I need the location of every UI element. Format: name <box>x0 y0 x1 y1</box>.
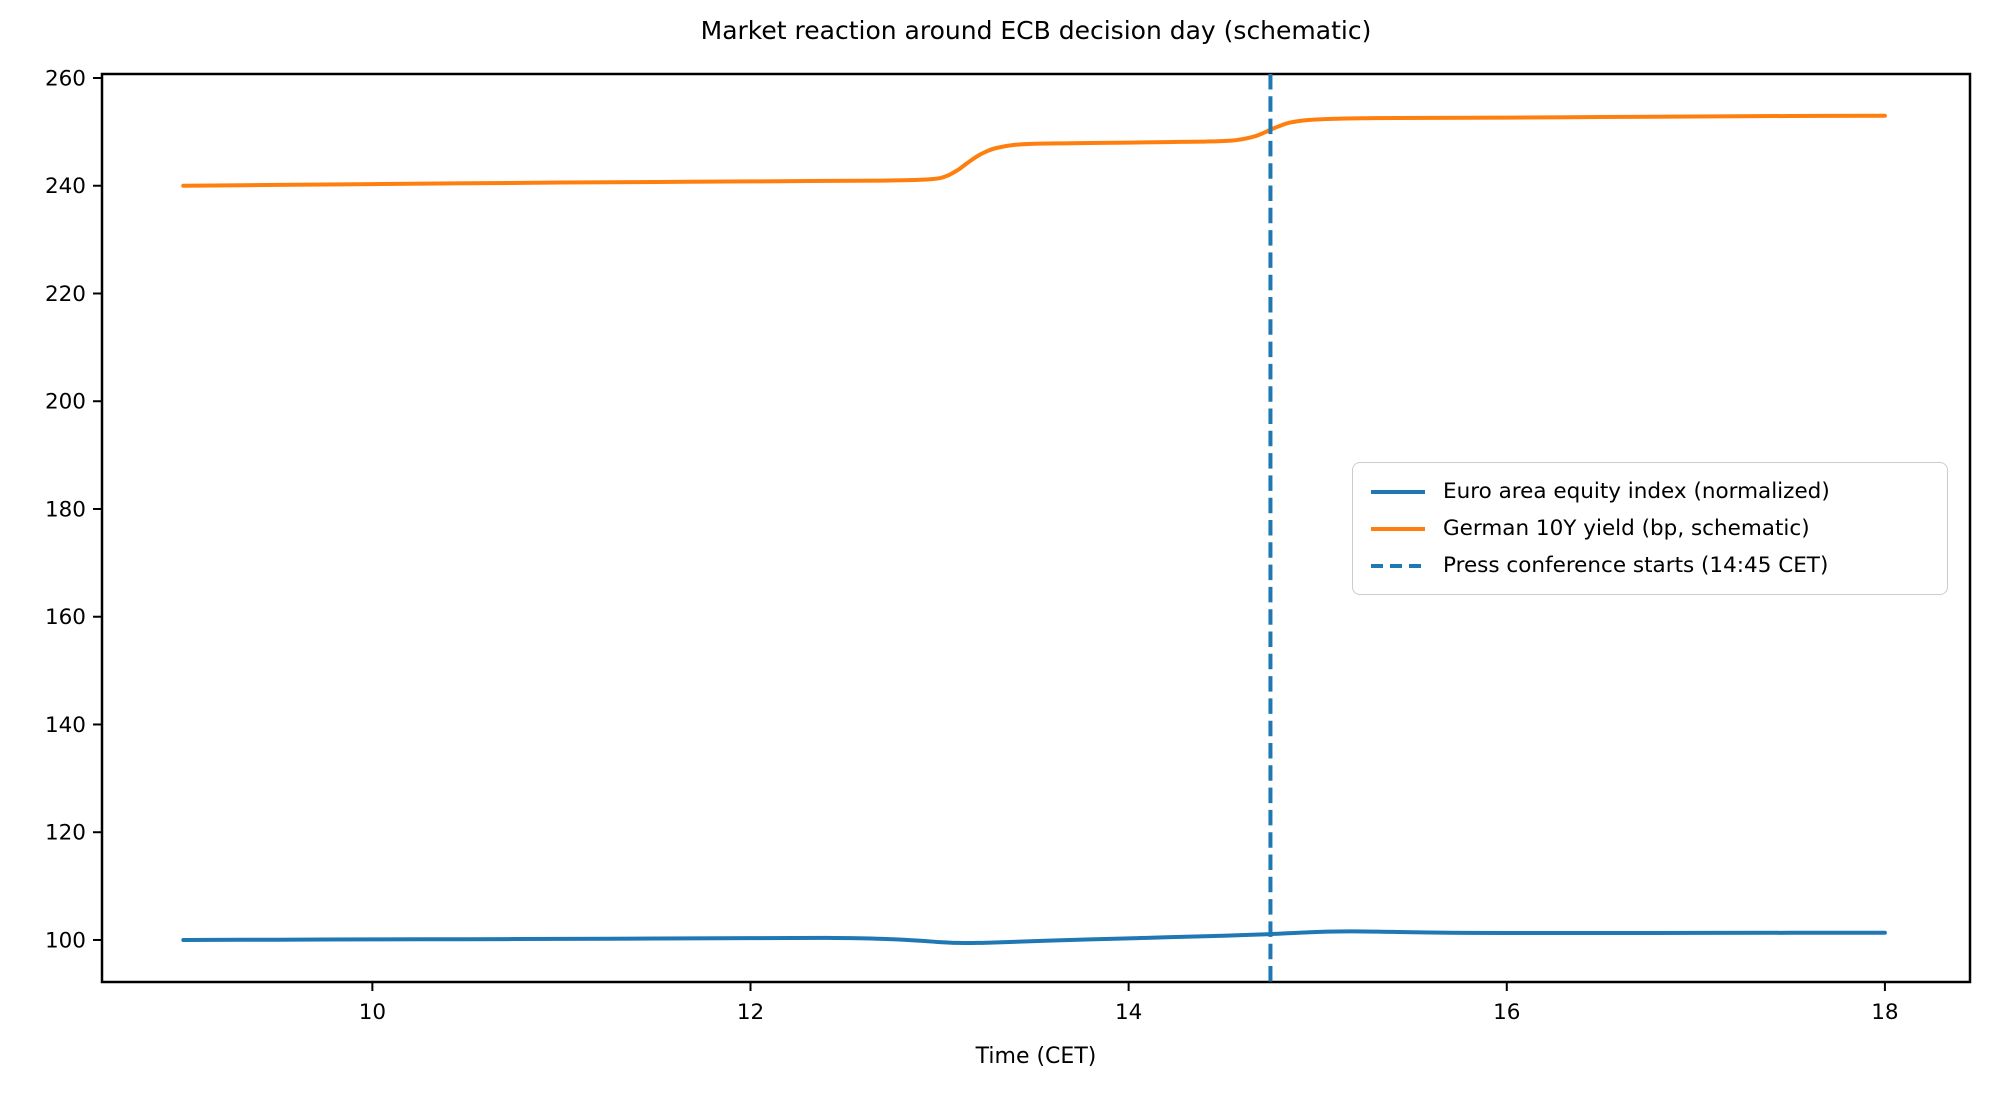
x-axis-label: Time (CET) <box>975 1044 1097 1069</box>
y-tick-label: 220 <box>45 282 86 307</box>
x-tick-label: 16 <box>1493 1000 1520 1025</box>
x-axis-ticks: 10 12 14 16 18 <box>359 982 1899 1025</box>
series-lines <box>181 113 1887 946</box>
y-tick-label: 240 <box>45 174 86 199</box>
legend-label-press-conference: Press conference starts (14:45 CET) <box>1443 553 1829 578</box>
axes-frame <box>100 72 1972 984</box>
x-tick-label: 14 <box>1115 1000 1142 1025</box>
series-line-1 <box>181 113 1887 188</box>
legend-label-equity: Euro area equity index (normalized) <box>1443 479 1830 504</box>
y-axis-ticks: 100 120 140 160 180 200 220 240 260 <box>45 66 102 953</box>
x-tick-label: 18 <box>1871 1000 1898 1025</box>
y-tick-label: 260 <box>45 66 86 91</box>
dashed-line-icon <box>1371 563 1425 568</box>
y-tick-label: 160 <box>45 605 86 630</box>
y-tick-label: 200 <box>45 390 86 415</box>
legend-entry-press-conference: Press conference starts (14:45 CET) <box>1369 553 1939 578</box>
y-tick-label: 140 <box>45 713 86 738</box>
legend-label-yield: German 10Y yield (bp, schematic) <box>1443 516 1810 541</box>
y-tick-label: 100 <box>45 928 86 953</box>
chart-title: Market reaction around ECB decision day … <box>700 16 1372 45</box>
series-line-0 <box>181 929 1887 946</box>
legend-entry-yield: German 10Y yield (bp, schematic) <box>1369 516 1939 541</box>
x-tick-label: 12 <box>737 1000 764 1025</box>
legend-entry-equity: Euro area equity index (normalized) <box>1369 479 1939 504</box>
legend: Euro area equity index (normalized) Germ… <box>1352 462 1948 595</box>
blue-line-icon <box>1371 489 1425 494</box>
axes-spines <box>100 72 1972 984</box>
x-tick-label: 10 <box>359 1000 386 1025</box>
y-tick-label: 120 <box>45 821 86 846</box>
y-tick-label: 180 <box>45 497 86 522</box>
orange-line-icon <box>1371 526 1425 531</box>
